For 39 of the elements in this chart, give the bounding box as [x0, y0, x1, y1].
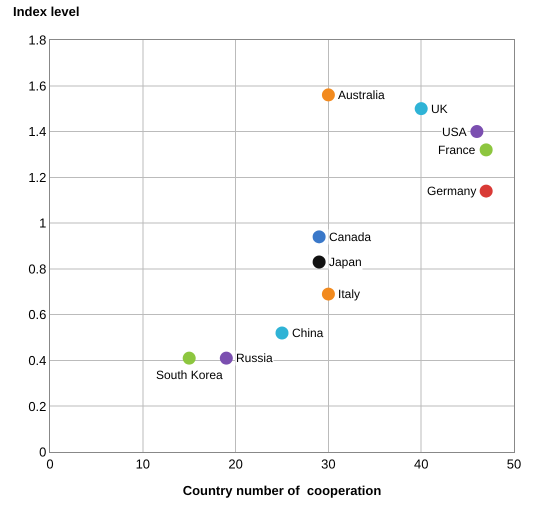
annotation: Germany: [427, 184, 476, 198]
x-tick-label: 30: [321, 456, 336, 472]
point: [480, 143, 493, 156]
point: [276, 326, 288, 340]
y-tick-label: 1: [39, 216, 46, 231]
point: [322, 288, 335, 301]
annotation: UK: [431, 102, 448, 116]
y-tick-label: 0.2: [28, 398, 46, 414]
annotation: China: [292, 326, 324, 340]
point: [182, 352, 196, 365]
y-tick-label: 0.8: [28, 261, 46, 276]
y-tick-label: 1.8: [28, 32, 46, 48]
annotation: France: [438, 143, 476, 157]
y-tick-label: 1.6: [28, 78, 46, 94]
annotation: Russia: [236, 351, 274, 365]
y-axis-title: Index level: [13, 4, 80, 19]
annotation: South Korea: [156, 368, 224, 382]
annotation: Japan: [329, 255, 362, 269]
point: [414, 102, 428, 116]
x-axis-title: Country number of cooperation: [182, 483, 382, 498]
y-tick-label: 0.4: [28, 352, 46, 368]
point: [312, 230, 326, 244]
x-tick-label: 40: [414, 456, 428, 472]
point: [480, 184, 493, 198]
point: [312, 256, 326, 269]
annotation: Australia: [338, 88, 386, 102]
x-tick-label: 50: [506, 456, 522, 472]
y-tick-label: 1.2: [28, 170, 46, 185]
x-tick-label: 20: [228, 456, 243, 472]
y-tick-label: 0: [39, 444, 46, 460]
point: [322, 88, 335, 102]
point: [220, 352, 233, 365]
annotation: Italy: [338, 287, 360, 301]
x-tick-label: 10: [136, 456, 150, 472]
point: [470, 125, 484, 138]
annotation: Canada: [329, 230, 372, 244]
y-tick-label: 0.6: [28, 307, 46, 322]
annotation: USA: [442, 125, 467, 139]
y-tick-label: 1.4: [28, 124, 46, 140]
